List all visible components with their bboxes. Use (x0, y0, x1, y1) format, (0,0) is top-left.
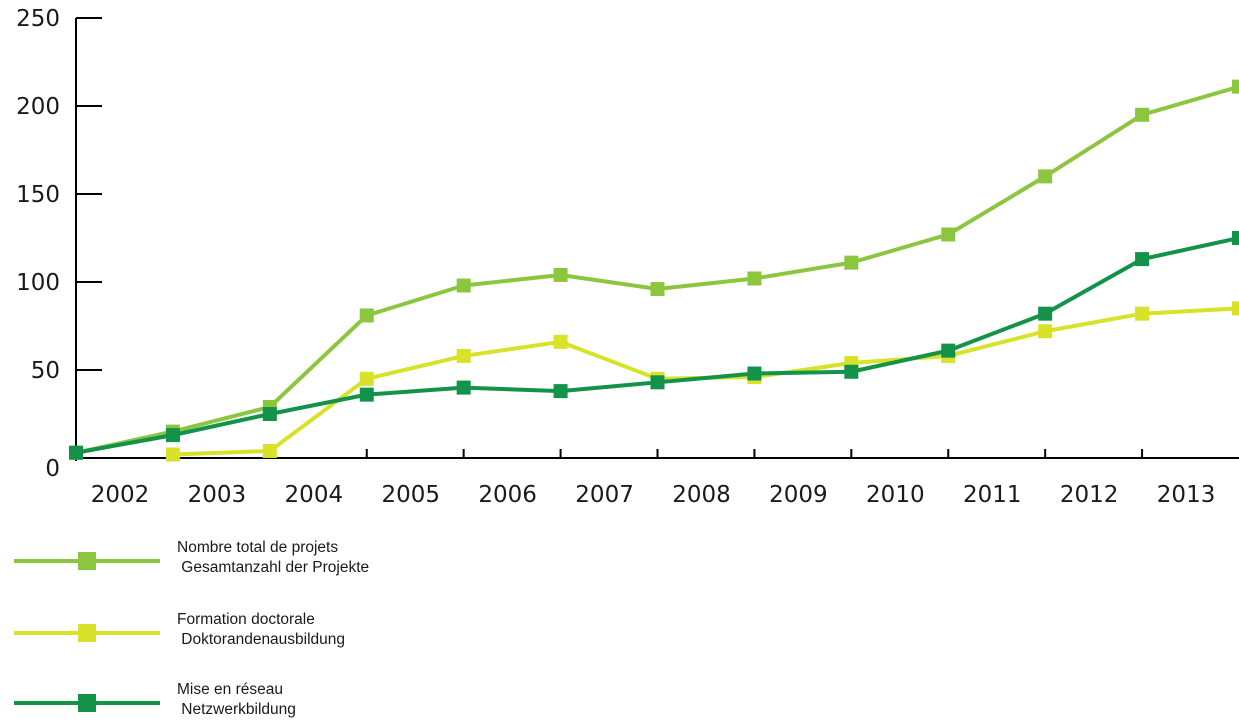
data-point-marker (1135, 306, 1150, 321)
data-point-marker (844, 255, 859, 270)
data-point-marker (456, 348, 471, 363)
data-point-marker (553, 334, 568, 349)
series-1 (165, 301, 1239, 462)
series-line (75, 236, 1239, 455)
legend-item-doctoral-training: Formation doctorale Doktorandenausbildun… (14, 610, 614, 654)
data-point-marker (262, 443, 277, 458)
data-point-marker (165, 428, 180, 443)
data-point-marker (359, 387, 374, 402)
data-point-marker (1038, 306, 1053, 321)
legend-swatch-doctoral (14, 624, 160, 642)
x-tick-label: 2010 (866, 482, 925, 508)
legend-label-doctoral: Formation doctorale Doktorandenausbildun… (177, 611, 346, 648)
legend-item-networking: Mise en réseau Netzwerkbildung (14, 680, 614, 724)
x-tick-label: 2008 (672, 482, 731, 508)
data-point-marker (844, 364, 859, 379)
legend-item-total-projects: Nombre total de projets Gesamtanzahl der… (14, 538, 614, 582)
data-point-marker (1232, 79, 1239, 94)
y-tick-label: 150 (16, 182, 60, 208)
series-0 (69, 79, 1239, 460)
data-point-marker (1038, 324, 1053, 339)
data-point-marker (553, 267, 568, 282)
legend-label-networking: Mise en réseau Netzwerkbildung (177, 681, 296, 718)
data-point-marker (747, 366, 762, 381)
data-point-marker (456, 278, 471, 293)
data-point-marker (1232, 301, 1239, 316)
x-tick-label: 2013 (1157, 482, 1216, 508)
data-point-marker (359, 308, 374, 323)
y-tick-label: 0 (45, 456, 60, 482)
data-point-marker (1232, 231, 1239, 245)
x-axis-ticks: 2002 2003 2004 2005 2006 2007 2008 2009 2010 2011… (91, 449, 1216, 508)
data-point-marker (1038, 169, 1053, 184)
axes (75, 18, 1239, 461)
x-tick-label: 2012 (1060, 482, 1119, 508)
data-point-marker (1135, 252, 1150, 267)
data-point-marker (650, 282, 665, 297)
x-tick-label: 2007 (575, 482, 634, 508)
y-axis-ticks: 0 50 100 150 200 250 (16, 6, 102, 482)
y-tick-label: 100 (16, 270, 60, 296)
x-tick-label: 2002 (91, 482, 150, 508)
y-tick-label: 200 (16, 94, 60, 120)
data-point-marker (262, 407, 277, 421)
x-tick-label: 2009 (769, 482, 828, 508)
data-point-marker (1135, 107, 1150, 122)
data-point-marker (165, 447, 180, 462)
x-tick-label: 2005 (381, 482, 440, 508)
x-tick-label: 2006 (478, 482, 537, 508)
legend-swatch-total (14, 552, 160, 570)
series-2 (69, 231, 1239, 460)
data-point-marker (456, 380, 471, 395)
y-tick-label: 50 (31, 358, 60, 384)
y-tick-label: 250 (16, 6, 60, 32)
data-point-marker (747, 271, 762, 286)
series-layer (69, 79, 1239, 462)
x-tick-label: 2004 (285, 482, 344, 508)
data-point-marker (650, 375, 665, 390)
series-line (75, 84, 1239, 455)
data-point-marker (69, 445, 83, 460)
data-point-marker (553, 384, 568, 399)
x-tick-label: 2011 (963, 482, 1022, 508)
data-point-marker (359, 371, 374, 386)
x-tick-label: 2003 (188, 482, 247, 508)
legend-label-total: Nombre total de projets Gesamtanzahl der… (177, 539, 370, 576)
series-line (172, 306, 1239, 457)
legend-swatch-networking (14, 694, 160, 712)
data-point-marker (941, 343, 956, 358)
data-point-marker (941, 227, 956, 242)
